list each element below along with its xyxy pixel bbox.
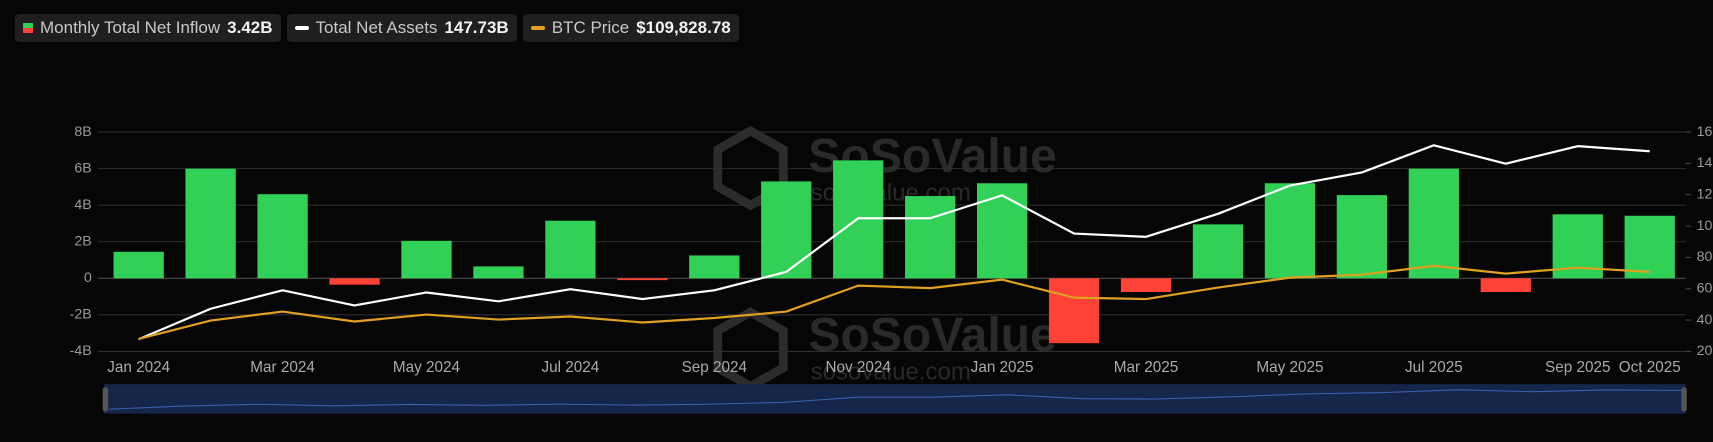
bar [1120, 278, 1172, 293]
navigator-handle[interactable] [1681, 387, 1687, 412]
legend-swatch [23, 23, 33, 33]
y2-tick-label: 140 [1697, 155, 1713, 171]
bar [257, 194, 308, 279]
legend: Monthly Total Net Inflow 3.42B Total Net A… [15, 14, 739, 42]
bar [1624, 215, 1675, 279]
y2-tick-label: 100 [1697, 218, 1713, 234]
y2-tick-label: 60 [1697, 280, 1713, 296]
y-tick-label: -2B [70, 307, 92, 323]
bar [1408, 168, 1459, 279]
watermark: SoSoValue sosovalue.com SoSoValue sosova… [713, 125, 1057, 392]
y2-tick-label: 40 [1697, 312, 1713, 328]
x-tick-label: Mar 2025 [1114, 359, 1179, 376]
line [138, 264, 1650, 341]
y-tick-label: -4B [70, 343, 92, 359]
bar [185, 168, 236, 279]
legend-label: Monthly Total Net Inflow [40, 18, 221, 37]
bar [329, 278, 380, 285]
legend-label: Total Net Assets [315, 18, 438, 37]
legend-value: 3.42B [227, 18, 273, 37]
bar [1264, 183, 1316, 279]
y-tick-label: 2B [74, 233, 91, 249]
bar [1048, 278, 1100, 344]
x-tick-label: May 2025 [1256, 359, 1323, 376]
bar [761, 181, 812, 279]
y-tick-label: 6B [74, 160, 91, 176]
legend-value: 147.73B [444, 18, 509, 37]
navigator-line [109, 389, 1683, 410]
y2-tick-label: 20 [1697, 343, 1713, 359]
x-tick-label: May 2024 [393, 359, 461, 376]
x-tick-label: Mar 2024 [250, 359, 315, 376]
watermark-title: SoSoValue [808, 309, 1056, 362]
y2-tick-label: 120 [1697, 186, 1713, 202]
bar [689, 255, 740, 279]
x-tick-label: Sep 2025 [1545, 359, 1610, 376]
bar [113, 251, 164, 279]
bar [545, 220, 596, 279]
x-tick-label: Jan 2025 [971, 359, 1034, 376]
bar [1336, 195, 1388, 279]
x-tick-label: Jul 2025 [1405, 359, 1463, 376]
line [138, 144, 1650, 341]
bar [1192, 224, 1244, 279]
legend-item[interactable]: Total Net Assets 147.73B [286, 14, 517, 42]
bar [905, 196, 956, 279]
legend-swatch [530, 26, 545, 30]
legend-swatch [294, 26, 309, 30]
navigator [103, 384, 1686, 414]
x-tick-label: Jul 2024 [542, 359, 600, 376]
x-tick-label: Sep 2024 [682, 359, 748, 376]
x-tick-label: Oct 2025 [1619, 359, 1681, 376]
bar [401, 240, 452, 279]
legend-item[interactable]: BTC Price $109,828.78 [522, 14, 739, 42]
y-tick-label: 8B [74, 124, 91, 140]
bar [473, 266, 524, 279]
bar [617, 278, 668, 281]
x-tick-label: Jan 2024 [107, 359, 170, 376]
legend-label: BTC Price [551, 18, 630, 37]
legend-item[interactable]: Monthly Total Net Inflow 3.42B [15, 14, 281, 42]
x-tick-label: Nov 2024 [826, 359, 892, 376]
bar [1480, 278, 1531, 293]
y-tick-label: 0 [84, 270, 92, 286]
navigator-handle[interactable] [102, 387, 109, 412]
watermark-subtitle: sosovalue.com [811, 359, 971, 386]
legend-value: $109,828.78 [636, 18, 731, 37]
y-tick-label: 4B [74, 197, 91, 213]
bar [976, 183, 1028, 279]
y2-tick-label: 160 [1697, 124, 1713, 140]
y2-tick-label: 80 [1697, 249, 1713, 265]
